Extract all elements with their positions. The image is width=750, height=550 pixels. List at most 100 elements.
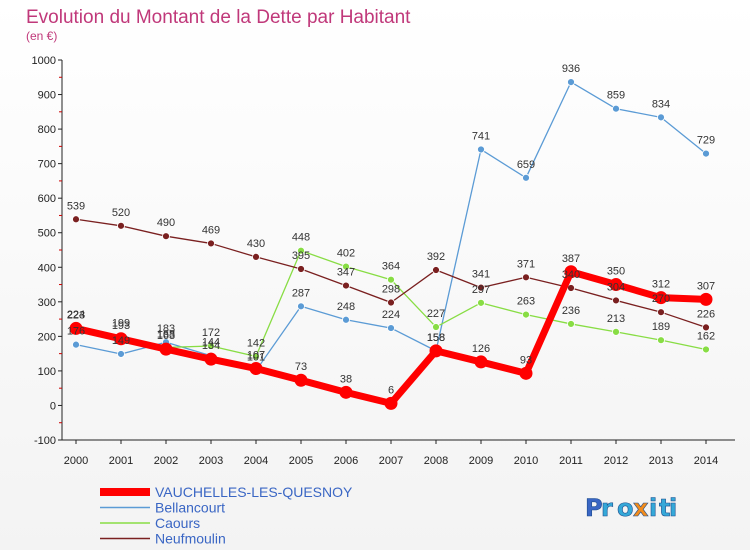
y-tick-label: 700 <box>38 159 56 171</box>
y-tick-label: 300 <box>38 297 56 309</box>
data-point <box>474 355 488 369</box>
data-label: 224 <box>382 309 400 321</box>
legend-label: Neufmoulin <box>155 531 226 547</box>
data-label: 448 <box>292 232 310 244</box>
data-label: 144 <box>202 337 220 349</box>
data-point <box>567 320 575 328</box>
brand-letter: o <box>617 494 634 522</box>
data-point <box>702 323 710 332</box>
data-label: 183 <box>157 323 175 335</box>
data-point <box>477 145 485 154</box>
chart-title: Evolution du Montant de la Dette par Hab… <box>26 7 411 28</box>
data-point <box>72 340 80 349</box>
data-label: 741 <box>472 130 490 142</box>
data-label: 469 <box>202 224 220 236</box>
y-tick-label: 1000 <box>32 55 56 67</box>
legend-label: VAUCHELLES-LES-QUESNOY <box>155 484 353 500</box>
data-point <box>204 352 218 366</box>
data-label: 6 <box>388 384 394 396</box>
data-label: 189 <box>652 321 670 333</box>
data-label: 134 <box>202 340 220 352</box>
data-point <box>432 323 440 331</box>
data-point <box>429 344 443 358</box>
data-point <box>522 173 530 182</box>
y-tick-label: 200 <box>38 331 56 343</box>
data-point <box>657 336 665 345</box>
data-point <box>387 324 395 332</box>
data-label: 168 <box>157 328 175 340</box>
data-label: 236 <box>562 305 580 317</box>
data-label: 298 <box>382 284 400 296</box>
data-label: 199 <box>112 318 130 330</box>
brand-letter: i <box>649 494 657 522</box>
data-label: 248 <box>337 301 355 313</box>
x-tick-label: 2010 <box>514 455 538 467</box>
brand-letter: t <box>659 494 670 522</box>
data-label: 371 <box>517 258 535 270</box>
x-tick-label: 2003 <box>199 455 223 467</box>
legend-label: Bellancourt <box>155 500 225 516</box>
y-tick-label: -100 <box>34 435 56 447</box>
data-label: 149 <box>112 335 130 347</box>
data-point <box>69 321 83 335</box>
data-label: 101 <box>247 352 265 364</box>
data-point <box>342 262 350 271</box>
legend: VAUCHELLES-LES-QUESNOYBellancourtCaoursN… <box>100 484 353 547</box>
y-tick-label: 0 <box>50 400 56 412</box>
chart-subtitle: (en €) <box>26 29 57 43</box>
data-label: 263 <box>517 296 535 308</box>
data-label: 350 <box>607 266 625 278</box>
data-label: 176 <box>67 326 85 338</box>
brand-letter: x <box>633 494 649 522</box>
data-label: 392 <box>427 251 445 263</box>
data-label: 223 <box>67 309 85 321</box>
legend-label: Caours <box>155 515 200 531</box>
data-label: 859 <box>607 90 625 102</box>
data-label: 38 <box>340 373 352 385</box>
data-label: 364 <box>382 261 400 273</box>
data-label: 226 <box>697 308 715 320</box>
data-label: 430 <box>247 238 265 250</box>
x-tick-label: 2007 <box>379 455 403 467</box>
series-lines <box>69 78 713 410</box>
x-tick-label: 2008 <box>424 455 448 467</box>
data-point <box>114 332 128 346</box>
data-label: 107 <box>247 349 265 361</box>
data-point <box>342 315 350 324</box>
data-point <box>654 291 668 305</box>
data-point <box>519 366 533 380</box>
data-point <box>567 78 575 87</box>
x-tick-label: 2012 <box>604 455 628 467</box>
proxiti-logo: Pr o x i ti <box>585 494 678 523</box>
data-point <box>117 221 125 230</box>
data-point <box>387 298 395 307</box>
data-point <box>297 246 305 255</box>
data-point <box>252 253 260 261</box>
data-label: 341 <box>472 269 490 281</box>
data-label: 402 <box>337 248 355 260</box>
axes: -100 0 100 200 300 400 500 600 700 800 900 1000 2000… <box>32 55 735 467</box>
data-point <box>159 342 173 356</box>
data-label: 172 <box>202 327 220 339</box>
data-label: 520 <box>112 207 130 219</box>
data-point <box>564 265 578 279</box>
data-point <box>342 281 350 290</box>
data-label: 224 <box>67 309 85 321</box>
data-point <box>117 350 125 358</box>
x-tick-label: 2000 <box>64 455 88 467</box>
data-point <box>432 266 440 274</box>
data-label: 227 <box>427 308 445 320</box>
brand-letter: r <box>601 494 613 522</box>
data-point <box>207 342 215 350</box>
data-point <box>297 265 305 273</box>
data-label: 659 <box>517 159 535 171</box>
brand-letter: i <box>669 494 677 522</box>
data-label: 193 <box>112 320 130 332</box>
x-tick-label: 2004 <box>244 455 268 467</box>
data-label: 287 <box>292 287 310 299</box>
x-tick-label: 2013 <box>649 455 673 467</box>
data-point <box>297 302 305 311</box>
x-tick-label: 2001 <box>109 455 133 467</box>
data-label: 270 <box>652 293 670 305</box>
